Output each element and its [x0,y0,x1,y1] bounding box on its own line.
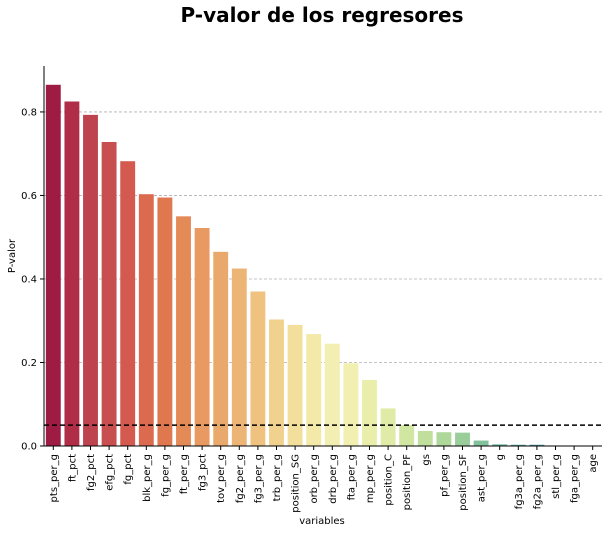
bar-pf_per_g [436,432,452,446]
x-tick-label: drb_per_g [328,454,339,504]
y-tick-label: 0.6 [21,191,37,202]
x-tick-label: fg_pct [123,454,134,485]
x-tick-label: position_PF [402,454,413,511]
bar-fta_per_g [343,363,359,446]
bar-position_PF [399,425,415,446]
x-tick-label: fg2_per_g [235,454,246,503]
x-tick-label: tov_per_g [216,454,227,503]
x-tick-label: fg3a_per_g [514,454,525,509]
bar-fg_per_g [157,197,173,446]
bar-fg3a_per_g [510,444,526,446]
x-tick-label: blk_per_g [142,454,153,502]
bar-blk_per_g [138,194,154,446]
x-tick-label: efg_pct [105,454,116,491]
bar-ft_per_g [176,216,191,446]
bar-pts_per_g [45,84,61,447]
bar-position_C [380,408,396,446]
bar-drb_per_g [324,343,340,446]
x-tick-label: fga_per_g [570,454,581,503]
x-tick-label: position_SG [291,454,302,513]
axes-layer [43,66,602,447]
x-tick-label: fg2_pct [86,454,97,491]
x-tick-label: g [495,454,506,460]
x-tick-label: stl_per_g [551,454,562,499]
x-tick-label: pts_per_g [49,454,60,502]
y-tick-label: 0.4 [21,274,37,285]
grid-layer [44,111,602,363]
x-tick-label: ft_per_g [179,454,190,494]
x-tick-label: gs [421,454,432,466]
x-axis-label: variables [299,516,345,527]
x-tick-label: trb_per_g [272,454,283,501]
bar-efg_pct [101,142,117,446]
chart-title: P-valor de los regresores [180,3,463,27]
y-ticks: 0.0 0.2 0.4 0.6 0.8 [21,107,44,453]
x-tick-label: ast_per_g [477,454,488,502]
y-tick-label: 0.0 [21,442,37,453]
x-tick-label: fg2a_per_g [532,454,543,509]
bar-fg3_pct [194,228,210,446]
bar-mp_per_g [362,380,377,446]
y-tick-label: 0.8 [21,107,37,118]
x-tick-label: age [588,454,599,473]
x-tick-label: ft_pct [67,454,78,482]
bar-fg2_per_g [231,268,247,446]
bar-fg2_pct [83,114,98,446]
x-tick-label: mp_per_g [365,454,376,503]
bar-g [492,444,508,446]
bar-ft_pct [64,101,80,446]
bar-gs [417,430,433,446]
y-tick-label: 0.2 [21,358,37,369]
bar-orb_per_g [306,334,322,446]
bar-fg2a_per_g [529,444,545,446]
bar-fg3_per_g [250,291,266,446]
bars-layer [45,84,582,447]
x-tick-label: fg3_per_g [253,454,264,503]
x-tick-label: fg3_pct [198,454,209,491]
x-ticks: pts_per_g ft_pct fg2_pct efg_pct fg_pct blk_p… [49,446,599,513]
bar-trb_per_g [269,319,284,446]
bar-position_SF [455,432,470,446]
x-tick-label: pf_per_g [439,454,450,497]
bar-position_SG [287,324,303,446]
x-tick-label: position_SF [458,454,469,511]
x-tick-label: fta_per_g [346,454,357,500]
bar-fg_pct [120,161,136,446]
x-tick-label: orb_per_g [309,454,320,504]
y-axis-label: P-valor [7,238,18,273]
x-tick-label: fg_per_g [160,454,171,497]
bar-tov_per_g [213,251,229,446]
x-tick-label: position_C [384,454,395,506]
bar-ast_per_g [473,440,489,446]
